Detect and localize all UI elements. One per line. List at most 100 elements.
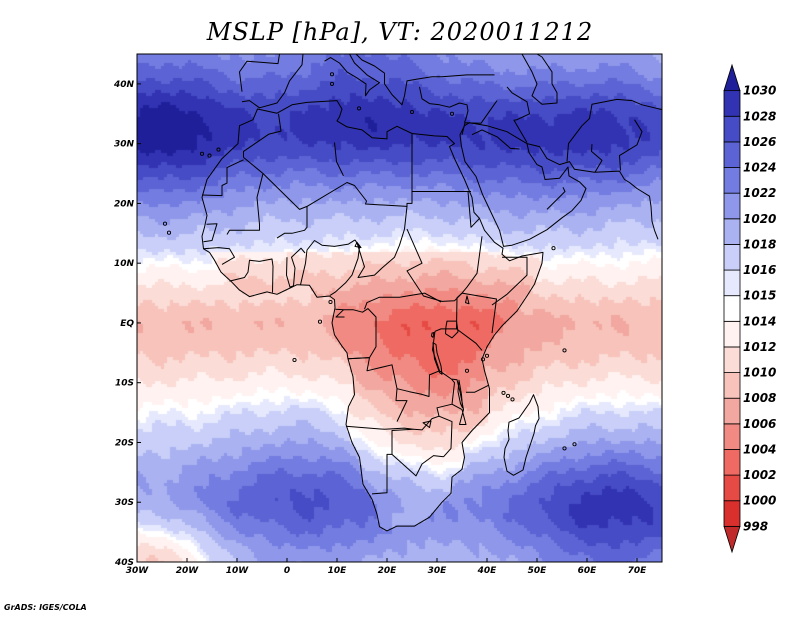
colorbar-label: 1020 [743, 212, 776, 226]
colorbar-box [723, 372, 741, 399]
country-border [451, 378, 467, 425]
colorbar-label: 1006 [743, 417, 776, 431]
country-border [291, 247, 306, 286]
colorbar-box [723, 346, 741, 373]
country-border [335, 309, 345, 318]
country-border [229, 258, 274, 293]
y-tick-label: 40S [114, 558, 134, 568]
island [328, 299, 333, 305]
x-tick-label: 10W [226, 566, 250, 576]
colorbar-box [723, 141, 741, 168]
country-border [391, 454, 444, 477]
colorbar-box [723, 90, 741, 117]
colorbar-box [723, 423, 741, 450]
country-border [286, 257, 294, 288]
colorbar-box [723, 218, 741, 245]
colorbar-box [723, 320, 741, 348]
colorbar-label: 1028 [743, 109, 776, 123]
country-border [356, 206, 408, 278]
mslp-shaded-field [137, 54, 662, 562]
country-border [203, 247, 235, 265]
country-border [335, 308, 377, 360]
colorbar-box [723, 192, 741, 220]
colorbar-label: 1015 [743, 289, 776, 303]
colorbar-labels: 998 1000 1002 1004 1006 1008 1010 1012 1014 1015 1… [743, 84, 776, 534]
y-tick-label: EQ [120, 319, 134, 329]
island [166, 230, 172, 235]
lake-outline [431, 332, 435, 338]
lake-outline [457, 379, 463, 409]
island [510, 397, 515, 402]
map-border [136, 53, 663, 563]
country-border [226, 173, 264, 235]
colorbar-box [723, 397, 741, 425]
colorbar-arrow-bottom [723, 525, 741, 554]
country-border [276, 206, 308, 239]
x-tick-label: 30W [126, 566, 150, 576]
x-tick-label: 40E [477, 566, 498, 576]
colorbar-box [723, 500, 741, 527]
colorbar-label: 1024 [743, 161, 776, 175]
colorbar-label: 1018 [743, 237, 776, 251]
island [480, 357, 486, 362]
country-border [591, 144, 603, 173]
country-border [406, 228, 483, 302]
country-border [395, 331, 440, 422]
colorbar-label: 1010 [743, 366, 776, 380]
y-tick-label: 10N [114, 259, 135, 269]
colorbar-label: 1000 [743, 494, 776, 508]
lake-outline [354, 241, 362, 249]
colorbar-box [723, 449, 741, 476]
x-tick-label: 10E [328, 566, 348, 576]
footer-credit: GrADS: IGES/COLA [4, 603, 87, 612]
country-border [506, 86, 530, 143]
mslp-map [137, 54, 662, 562]
turkey-coastline [419, 86, 469, 123]
country-border [467, 191, 480, 228]
colorbar-box [723, 269, 741, 297]
arabia-coastline [459, 122, 587, 247]
island [356, 106, 362, 111]
island [562, 446, 567, 451]
island [329, 72, 335, 77]
y-tick-label: 30N [114, 140, 135, 150]
colorbar-label: 1022 [743, 186, 776, 200]
island [199, 151, 205, 156]
island [572, 442, 577, 447]
colorbar-label: 1026 [743, 135, 776, 149]
iberia-med-coastline [241, 54, 304, 109]
country-border [491, 256, 528, 306]
x-tick-label: 20E [378, 566, 398, 576]
island [292, 357, 297, 363]
caspian-coastline [521, 54, 558, 105]
country-border [364, 292, 442, 310]
country-border [641, 104, 662, 111]
x-tick-label: 70E [628, 566, 648, 576]
country-border [546, 187, 566, 210]
y-tick-label: 20S [115, 438, 134, 448]
colorbar-box [723, 115, 741, 143]
country-border [436, 370, 455, 417]
country-border [345, 425, 414, 495]
country-border [201, 159, 244, 197]
iberia-coastline [239, 54, 280, 92]
country-border [466, 384, 490, 393]
island [207, 153, 212, 158]
africa-coastline [201, 100, 544, 532]
colorbar-boxes [723, 63, 741, 554]
colorbar-label: 1012 [743, 340, 776, 354]
island [317, 319, 323, 324]
colorbar-label: 1030 [743, 84, 776, 98]
geography-layer [162, 54, 662, 532]
lake-outline [445, 320, 459, 339]
x-tick-label: 20W [176, 566, 200, 576]
madagascar-coastline [503, 394, 540, 476]
country-border [300, 239, 356, 285]
country-border [347, 357, 398, 389]
x-tick-label: 50E [528, 566, 548, 576]
island [551, 246, 556, 251]
y-axis: 40N 30N 20N 10N EQ 10S 20S 30S 40S [113, 80, 141, 568]
colorbar-box [723, 295, 741, 322]
balkans-coastline [355, 54, 495, 106]
